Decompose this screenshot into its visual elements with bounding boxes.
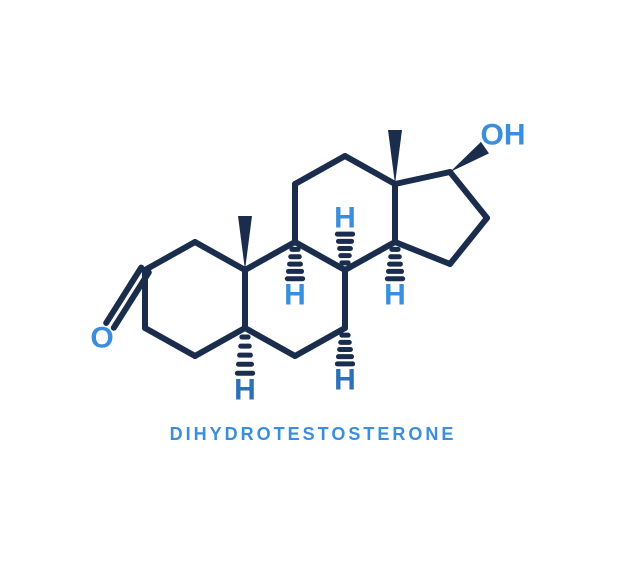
molecule-diagram: O OH H H H H H DIHYDROTESTOSTERONE: [0, 0, 626, 571]
atom-label-H_a3: H: [234, 374, 256, 407]
atom-label-H_a10: H: [284, 279, 306, 312]
atom-label-H_a11: H: [384, 279, 406, 312]
atom-label-OH: OH: [481, 119, 526, 152]
atom-label-H_a9: H: [334, 202, 356, 235]
atom-label-H_a8: H: [334, 364, 356, 397]
molecule-name: DIHYDROTESTOSTERONE: [170, 424, 457, 444]
atom-label-O_keto: O: [90, 322, 113, 355]
